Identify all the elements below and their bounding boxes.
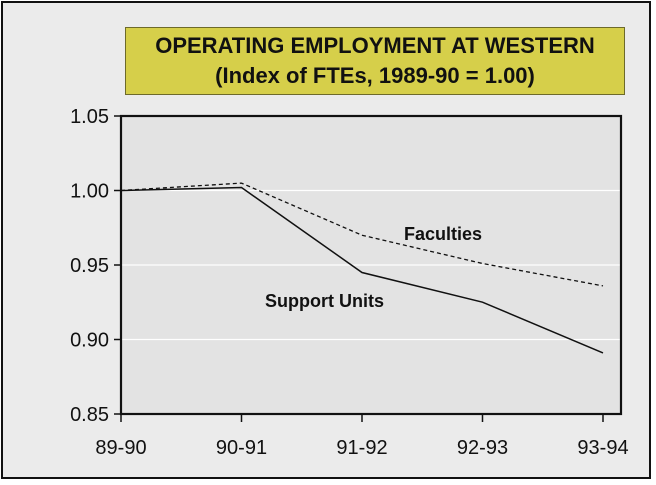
series-label-faculties: Faculties — [404, 224, 482, 244]
series-line-faculties — [120, 182, 604, 287]
chart-title-box: OPERATING EMPLOYMENT AT WESTERN (Index o… — [125, 27, 625, 95]
series-label-support-units: Support Units — [265, 291, 384, 311]
x-tick-label-2: 91-92 — [336, 437, 387, 459]
chart-title: OPERATING EMPLOYMENT AT WESTERN — [155, 33, 595, 58]
x-tick-label-4: 93-94 — [577, 437, 628, 459]
y-tick-label-4: 0.85 — [70, 404, 109, 426]
y-tick-label-0: 1.05 — [70, 106, 109, 128]
series-line-support-units — [120, 186, 604, 354]
x-tick-label-0: 89-90 — [95, 437, 146, 459]
y-tick-label-1: 1.00 — [70, 181, 109, 203]
x-tick-label-1: 90-91 — [216, 437, 267, 459]
chart-subtitle: (Index of FTEs, 1989-90 = 1.00) — [215, 63, 535, 88]
x-tick-label-3: 92-93 — [457, 437, 508, 459]
y-tick-label-2: 0.95 — [70, 255, 109, 277]
y-tick-label-3: 0.90 — [70, 330, 109, 352]
